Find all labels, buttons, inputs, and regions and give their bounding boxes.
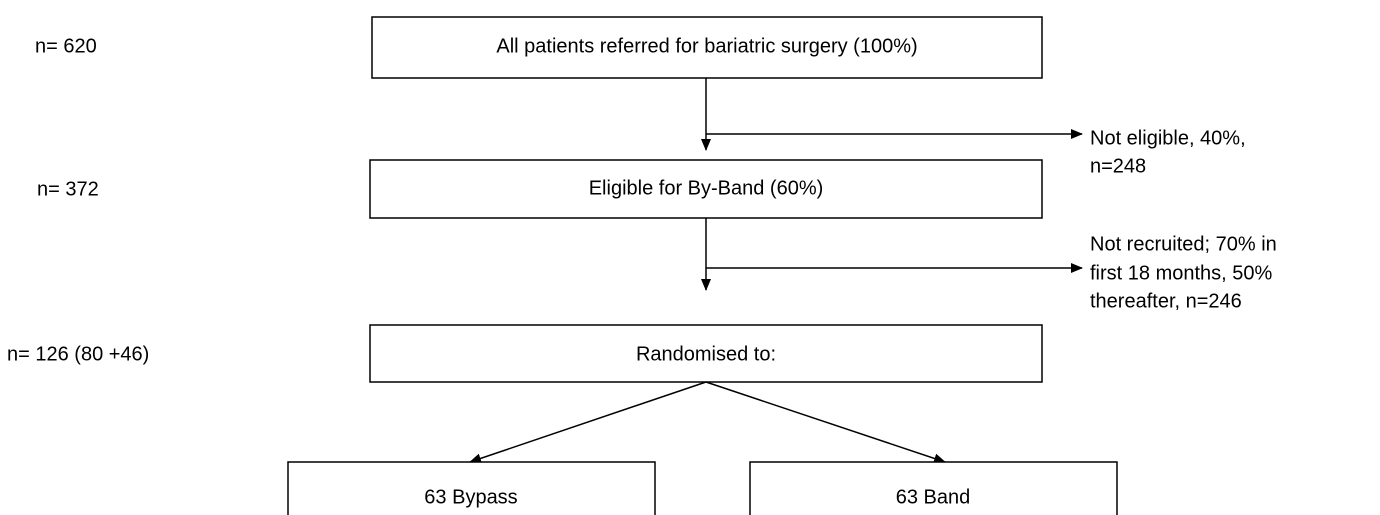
exclusion-text: first 18 months, 50% — [1090, 262, 1273, 284]
box — [369, 159, 1043, 219]
count-label: n= 372 — [37, 178, 99, 200]
box-label: Randomised to: — [636, 343, 776, 365]
arrow — [469, 381, 707, 464]
count-label: n= 620 — [35, 35, 97, 57]
exclusion-text: Not recruited; 70% in — [1090, 233, 1277, 255]
exclusion-text: n=248 — [1090, 155, 1146, 177]
exclusion-text: Not eligible, 40%, — [1090, 127, 1246, 149]
box — [287, 461, 656, 515]
box — [369, 324, 1043, 383]
arrow — [705, 381, 946, 464]
box-label: 63 Band — [896, 486, 971, 508]
box-label: All patients referred for bariatric surg… — [496, 35, 917, 57]
box-label: Eligible for By-Band (60%) — [589, 177, 824, 199]
box-label: 63 Bypass — [424, 486, 517, 508]
box — [371, 16, 1043, 79]
box — [749, 461, 1118, 515]
count-label: n= 126 (80 +46) — [7, 343, 149, 365]
exclusion-text: thereafter, n=246 — [1090, 290, 1242, 312]
